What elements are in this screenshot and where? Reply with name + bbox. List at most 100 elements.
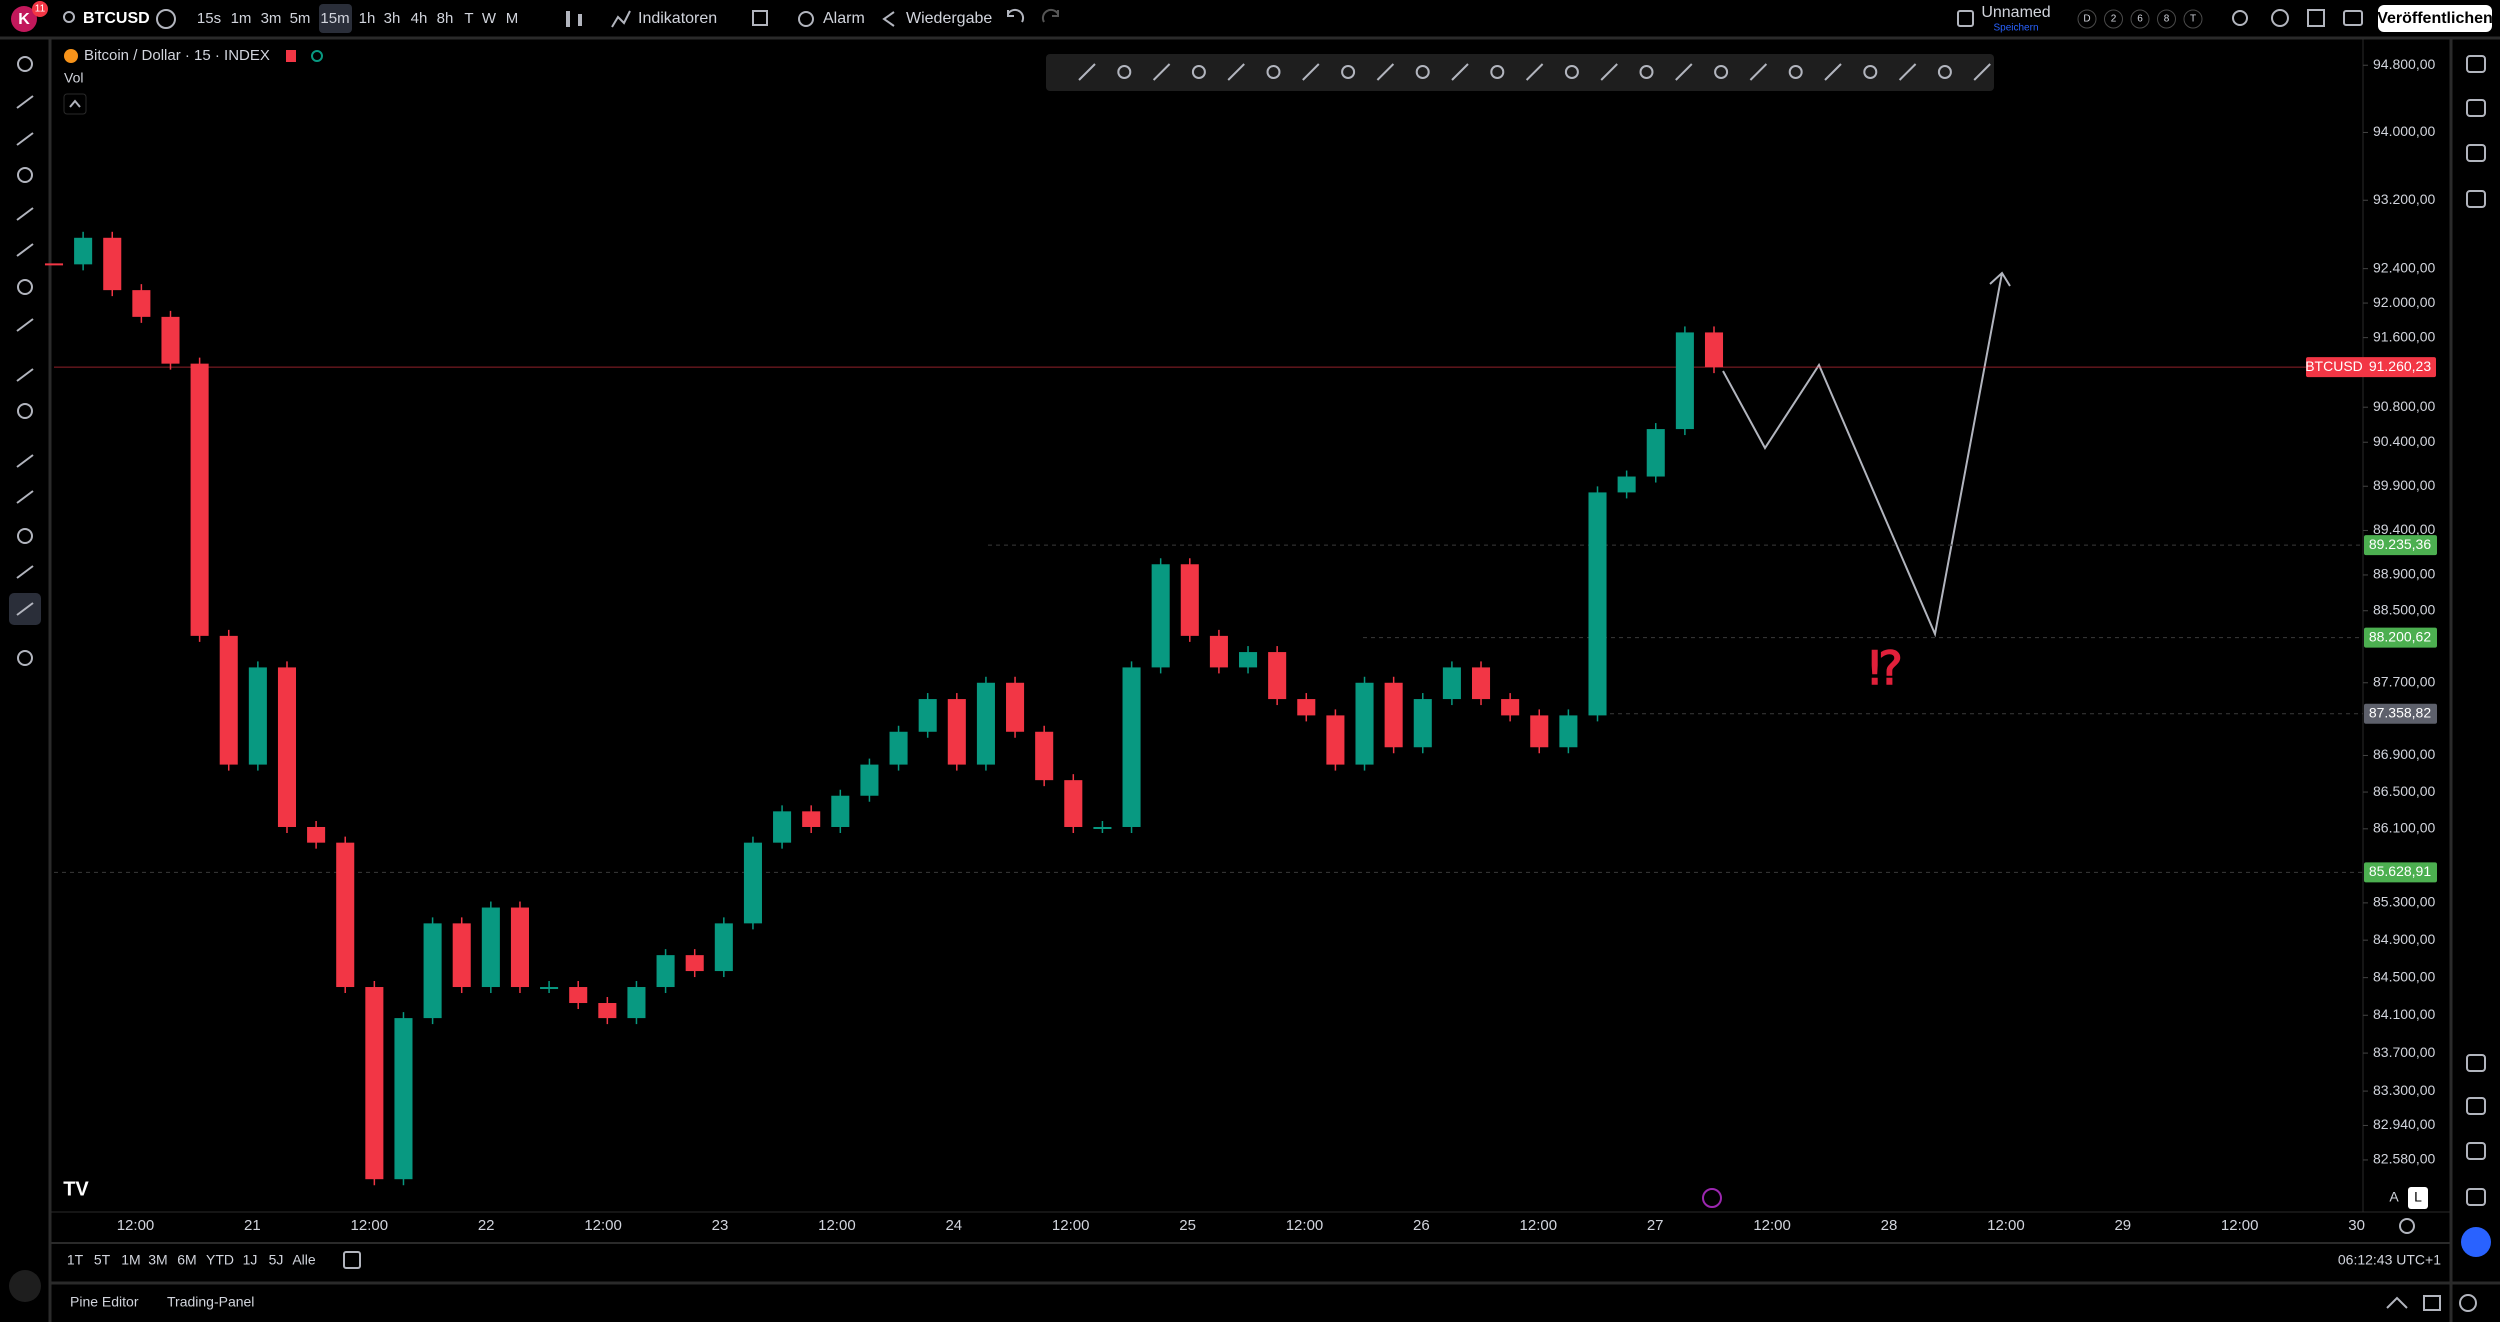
range-button[interactable]: 6M [177,1252,196,1268]
avatar[interactable] [11,6,37,32]
tool-icon[interactable] [16,454,34,468]
chart-type-icon[interactable] [566,11,570,27]
drawing-tool[interactable] [1227,63,1245,81]
drawing-tool[interactable] [1898,63,1917,81]
time-axis-settings[interactable] [2399,1218,2415,1234]
tool-icon[interactable] [16,243,34,257]
drawing-tool[interactable] [1451,63,1469,81]
tool-icon[interactable] [17,167,33,183]
range-button[interactable]: Alle [292,1252,316,1268]
drawing-tool[interactable] [1937,65,1952,79]
drawing-tool[interactable] [1824,63,1842,81]
tool-icon[interactable] [16,132,34,146]
layout-badge[interactable] [2183,9,2203,29]
drawing-tool[interactable] [1341,65,1356,79]
flag[interactable] [286,50,296,62]
sidebar-icon[interactable] [2466,190,2486,208]
timeframe[interactable]: 15s [197,10,221,27]
panel-tab[interactable]: Trading-Panel [167,1294,254,1310]
sidebar-icon[interactable] [2466,99,2486,117]
panel-help[interactable] [2459,1294,2477,1312]
tool-icon[interactable] [17,279,33,295]
publish-button[interactable] [2378,5,2492,32]
events-icon[interactable] [1702,1188,1722,1208]
snapshot-icon[interactable] [2343,10,2363,26]
timeframe[interactable]: M [506,10,519,27]
tool-icon[interactable] [16,602,34,616]
drawing-tool[interactable] [1525,63,1544,81]
layout-badge[interactable] [2157,9,2176,29]
timeframe[interactable]: 1m [231,10,252,27]
sidebar-icon[interactable] [2466,1188,2486,1206]
range-button[interactable]: 1J [243,1252,258,1268]
tool-icon[interactable] [16,565,34,579]
drawing-tool[interactable] [1191,65,1206,79]
drawing-tool[interactable] [1078,63,1096,81]
fullscreen-icon[interactable] [2307,9,2325,27]
sidebar-icon[interactable] [2466,1097,2486,1115]
drawing-tool[interactable] [1675,63,1693,81]
indicators[interactable]: Indikatoren [638,10,717,27]
drawing-tool[interactable] [1376,63,1395,81]
layout-badge[interactable] [2104,9,2123,29]
drawing-tool[interactable] [1564,65,1579,79]
timeframe[interactable]: 8h [437,10,454,27]
add-symbol[interactable] [156,9,176,29]
collapse-button[interactable] [63,93,87,115]
timeframe[interactable]: 3h [384,10,401,27]
range-button[interactable]: 5J [269,1252,284,1268]
help-bubble[interactable] [2461,1227,2491,1257]
axis-button[interactable]: A [2389,1189,2399,1205]
drawing-tool[interactable] [1302,63,1320,81]
tool-icon[interactable] [16,368,34,382]
timeframe[interactable]: 3m [261,10,282,27]
drawing-tool[interactable] [1415,65,1430,79]
timeframe[interactable]: 5m [290,10,311,27]
replay[interactable]: Wiedergabe [906,10,992,27]
panel-tab[interactable]: Pine Editor [70,1294,139,1310]
sidebar-icon[interactable] [2466,1054,2486,1072]
drawing-tool[interactable] [1117,65,1132,79]
layout-badge[interactable] [2130,9,2150,29]
redo[interactable] [1041,8,1059,23]
panel-collapse[interactable] [2386,1296,2408,1309]
layout-checkbox[interactable] [1957,10,1974,27]
logo[interactable]: TV [63,1178,89,1200]
drawing-tool[interactable] [1266,65,1281,79]
drawing-tool[interactable] [1152,63,1171,81]
tool-icon[interactable] [17,56,33,72]
timeframe[interactable]: 1h [359,10,376,27]
panel-maximize[interactable] [2423,1295,2441,1311]
layout-name[interactable]: Unnamed [1981,4,2050,21]
save[interactable]: Speichern [1993,23,2038,34]
sidebar-icon[interactable] [2466,144,2486,162]
timeframe[interactable]: 15m [320,10,349,27]
tool-icon[interactable] [16,318,34,332]
tool-icon[interactable] [17,528,33,544]
annotation[interactable]: ⁉ [1869,642,1903,694]
sidebar-icon[interactable] [2466,55,2486,73]
timeframe[interactable]: W [482,10,497,27]
drawing-tool[interactable] [1639,65,1654,79]
drawing-tool[interactable] [1973,63,1991,81]
drawing-tool[interactable] [1600,63,1618,81]
tool-icon[interactable] [17,650,33,666]
range-button[interactable]: 1M [121,1252,140,1268]
alert[interactable]: Alarm [823,10,865,27]
drawing-path[interactable] [1722,272,2003,638]
undo[interactable] [1007,8,1025,23]
drawing-tool[interactable] [1490,65,1505,79]
range-button[interactable]: YTD [206,1252,234,1268]
settings-icon[interactable] [2271,9,2289,27]
range-button[interactable]: 5T [94,1252,111,1268]
symbol[interactable]: BTCUSD [83,10,150,27]
favorites-button[interactable] [9,1270,41,1302]
tool-icon[interactable] [16,490,34,504]
date-range-icon[interactable] [343,1251,361,1269]
drawing-tool[interactable] [1714,65,1729,79]
search-icon[interactable] [63,11,75,23]
drawing-tool[interactable] [1749,63,1768,81]
range-button[interactable]: 1T [67,1252,84,1268]
timeframe[interactable]: T [464,10,473,27]
sidebar-icon[interactable] [2466,1142,2486,1160]
